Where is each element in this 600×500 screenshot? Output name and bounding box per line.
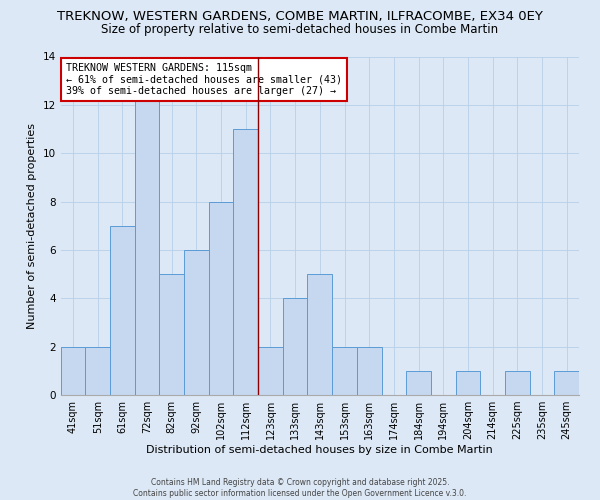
Bar: [110, 226, 135, 395]
Bar: [357, 346, 382, 395]
Text: TREKNOW, WESTERN GARDENS, COMBE MARTIN, ILFRACOMBE, EX34 0EY: TREKNOW, WESTERN GARDENS, COMBE MARTIN, …: [57, 10, 543, 23]
Bar: [307, 274, 332, 395]
Bar: [554, 371, 579, 395]
Bar: [283, 298, 307, 395]
Y-axis label: Number of semi-detached properties: Number of semi-detached properties: [27, 123, 37, 329]
Bar: [160, 274, 184, 395]
Bar: [258, 346, 283, 395]
Bar: [184, 250, 209, 395]
Text: Size of property relative to semi-detached houses in Combe Martin: Size of property relative to semi-detach…: [101, 22, 499, 36]
Bar: [332, 346, 357, 395]
Bar: [209, 202, 233, 395]
Bar: [406, 371, 431, 395]
Text: Contains HM Land Registry data © Crown copyright and database right 2025.
Contai: Contains HM Land Registry data © Crown c…: [133, 478, 467, 498]
Bar: [233, 129, 258, 395]
Bar: [505, 371, 530, 395]
X-axis label: Distribution of semi-detached houses by size in Combe Martin: Distribution of semi-detached houses by …: [146, 445, 493, 455]
Bar: [455, 371, 480, 395]
Text: TREKNOW WESTERN GARDENS: 115sqm
← 61% of semi-detached houses are smaller (43)
3: TREKNOW WESTERN GARDENS: 115sqm ← 61% of…: [66, 64, 342, 96]
Bar: [61, 346, 85, 395]
Bar: [135, 80, 160, 395]
Bar: [85, 346, 110, 395]
